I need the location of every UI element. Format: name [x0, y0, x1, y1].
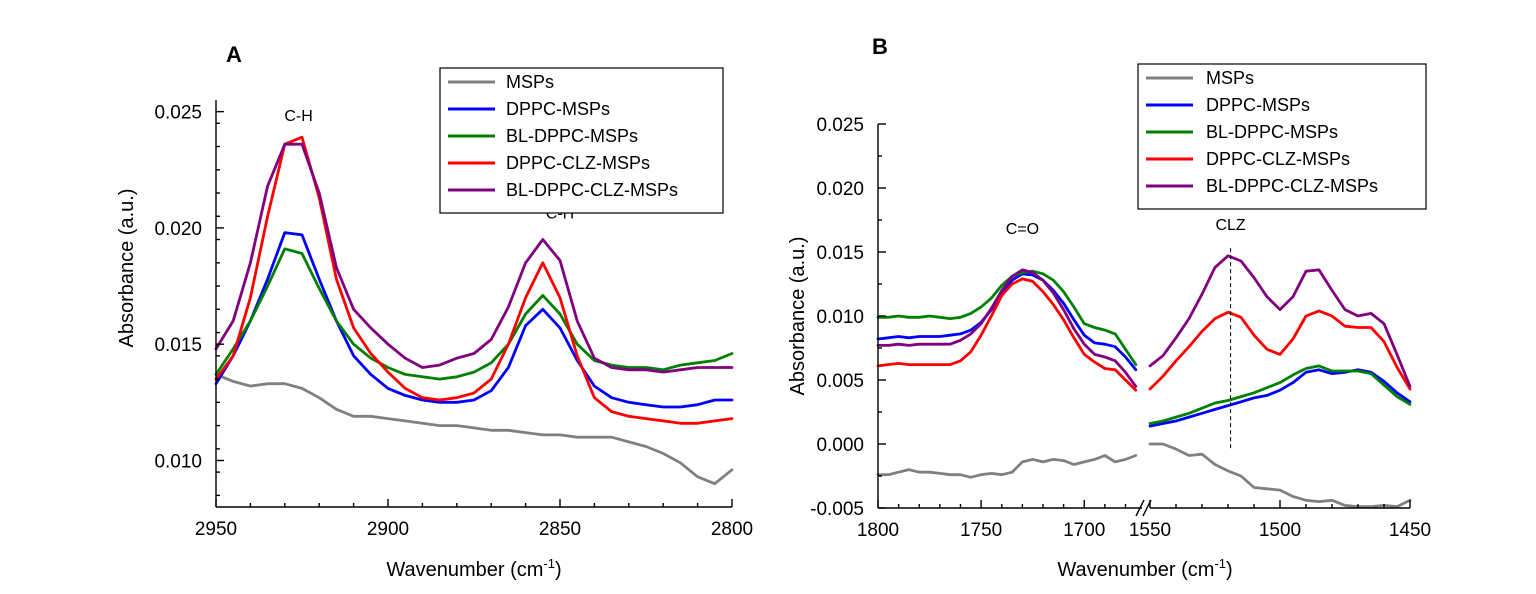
- panel-b-x-tick-label: 1550: [1129, 520, 1171, 541]
- panel-b-series-line-right-bl-dppc-clz-msps: [1148, 254, 1412, 388]
- panel-a-legend-label-dppc-msps: DPPC-MSPs: [506, 99, 610, 119]
- panel-b-series-line-left-bl-dppc-clz-msps: [876, 268, 1138, 388]
- panel-a-legend-label-dppc-clz-msps: DPPC-CLZ-MSPs: [506, 153, 650, 173]
- panel-b-axes: 1800 1750 1700 1550 1500 1450 -0.005 0.000 0.005…: [810, 115, 1431, 541]
- panel-b-y-tick-label: 0.005: [816, 371, 864, 392]
- panel-a-label: A: [226, 42, 242, 67]
- panel-b-label: B: [872, 34, 888, 59]
- panel-b-legend-label-dppc-msps: DPPC-MSPs: [1206, 95, 1310, 115]
- panel-b-annotation: C=O: [1006, 221, 1039, 238]
- panel-a-legend-label-bl-dppc-clz-msps: BL-DPPC-CLZ-MSPs: [506, 180, 678, 200]
- panel-b-x-tick-label: 1500: [1259, 520, 1301, 541]
- panel-b-y-tick-label: -0.005: [810, 499, 864, 520]
- panel-b-legend: MSPs DPPC-MSPs BL-DPPC-MSPs DPPC-CLZ-MSPs BL…: [1137, 63, 1427, 210]
- panel-a-series-lines: [214, 135, 734, 486]
- panel-a-y-tick-label: 0.010: [154, 451, 202, 472]
- panel-b-legend-label-bl-dppc-clz-msps: BL-DPPC-CLZ-MSPs: [1206, 176, 1378, 196]
- panel-a-x-axis-title-end: ): [555, 559, 562, 581]
- panel-a-x-tick-label: 2900: [367, 519, 409, 540]
- panel-a-legend-label-msps: MSPs: [506, 72, 554, 92]
- panel-b-series-line-right-dppc-clz-msps: [1148, 309, 1412, 391]
- panel-a-series-line-bl-dppc-msps: [214, 247, 734, 381]
- panel-b-y-tick-label: 0.025: [816, 115, 864, 136]
- panel-a-x-tick-label: 2850: [539, 519, 581, 540]
- panel-a-series-line-bl-dppc-clz-msps: [214, 142, 734, 374]
- panel-b-legend-box: [1137, 63, 1427, 210]
- panel-b-x-tick-label: 1700: [1063, 520, 1105, 541]
- panel-b-series-line-left-bl-dppc-msps: [876, 269, 1138, 367]
- panel-a-y-tick-label: 0.020: [154, 219, 202, 240]
- panel-a-x-tick-label: 2950: [195, 519, 237, 540]
- panel-b-series-lines: [876, 248, 1412, 509]
- panel-a-series-line-dppc-msps: [214, 231, 734, 409]
- panel-b-legend-label-msps: MSPs: [1206, 68, 1254, 88]
- panel-a-annotation: C-H: [284, 108, 312, 125]
- panel-b-axis-break-mark: [1135, 499, 1145, 517]
- panel-b-x-axis-title-sup: -1: [1214, 556, 1226, 571]
- panel-b-annotation: CLZ: [1215, 217, 1245, 234]
- panel-b-series-line-left-dppc-msps: [876, 272, 1138, 372]
- panel-b-x-axis-title-main: Wavenumber (cm: [1057, 559, 1214, 581]
- panel-a-x-axis-title: Wavenumber (cm-1): [386, 556, 561, 581]
- panel-b-annotations: C=O CLZ: [1006, 217, 1246, 238]
- panel-a-legend: MSPs DPPC-MSPs BL-DPPC-MSPs DPPC-CLZ-MSPs BL…: [439, 67, 724, 214]
- panel-b: B 1800 1750 1700 1550 1500 1450 -0.005 0.000 0.0…: [787, 34, 1431, 581]
- panel-b-series-line-right-msps: [1148, 442, 1412, 509]
- panel-b-x-tick-label: 1750: [960, 520, 1002, 541]
- panel-b-legend-label-bl-dppc-msps: BL-DPPC-MSPs: [1206, 122, 1338, 142]
- panel-b-y-tick-label: 0.010: [816, 307, 864, 328]
- panel-a-series-line-msps: [214, 372, 734, 486]
- panel-a-legend-label-bl-dppc-msps: BL-DPPC-MSPs: [506, 126, 638, 146]
- panel-a-x-tick-label: 2800: [711, 519, 753, 540]
- panel-b-x-axis-title-end: ): [1226, 559, 1233, 581]
- panel-a-y-tick-label: 0.025: [154, 103, 202, 124]
- panel-a-series-line-dppc-clz-msps: [214, 135, 734, 425]
- panel-a-y-tick-label: 0.015: [154, 335, 202, 356]
- panel-b-y-axis-title: Absorbance (a.u.): [787, 237, 809, 396]
- panel-a-axes: 2950 2900 2850 2800 0.010 0.015 0.020 0.025: [154, 100, 753, 540]
- panel-b-y-tick-label: 0.015: [816, 243, 864, 264]
- panel-b-x-tick-label: 1450: [1389, 520, 1431, 541]
- panel-b-legend-label-dppc-clz-msps: DPPC-CLZ-MSPs: [1206, 149, 1350, 169]
- panel-a-y-axis-title: Absorbance (a.u.): [116, 189, 138, 348]
- panel-a-x-axis-title-sup: -1: [543, 556, 555, 571]
- panel-b-series-line-left-msps: [876, 454, 1138, 479]
- panel-b-series-line-right-bl-dppc-msps: [1148, 364, 1412, 425]
- panel-a-x-axis-title-main: Wavenumber (cm: [386, 559, 543, 581]
- panel-b-series-line-right-dppc-msps: [1148, 368, 1412, 428]
- panel-b-series-line-left-dppc-clz-msps: [876, 277, 1138, 392]
- panel-b-x-axis-title: Wavenumber (cm-1): [1057, 556, 1232, 581]
- panel-b-y-tick-label: 0.000: [816, 435, 864, 456]
- panel-b-y-tick-label: 0.020: [816, 179, 864, 200]
- panel-a: A 2950 2900 2850 2800 0.010 0.015 0.020 0.025 C…: [116, 42, 753, 581]
- panel-b-x-tick-label: 1800: [857, 520, 899, 541]
